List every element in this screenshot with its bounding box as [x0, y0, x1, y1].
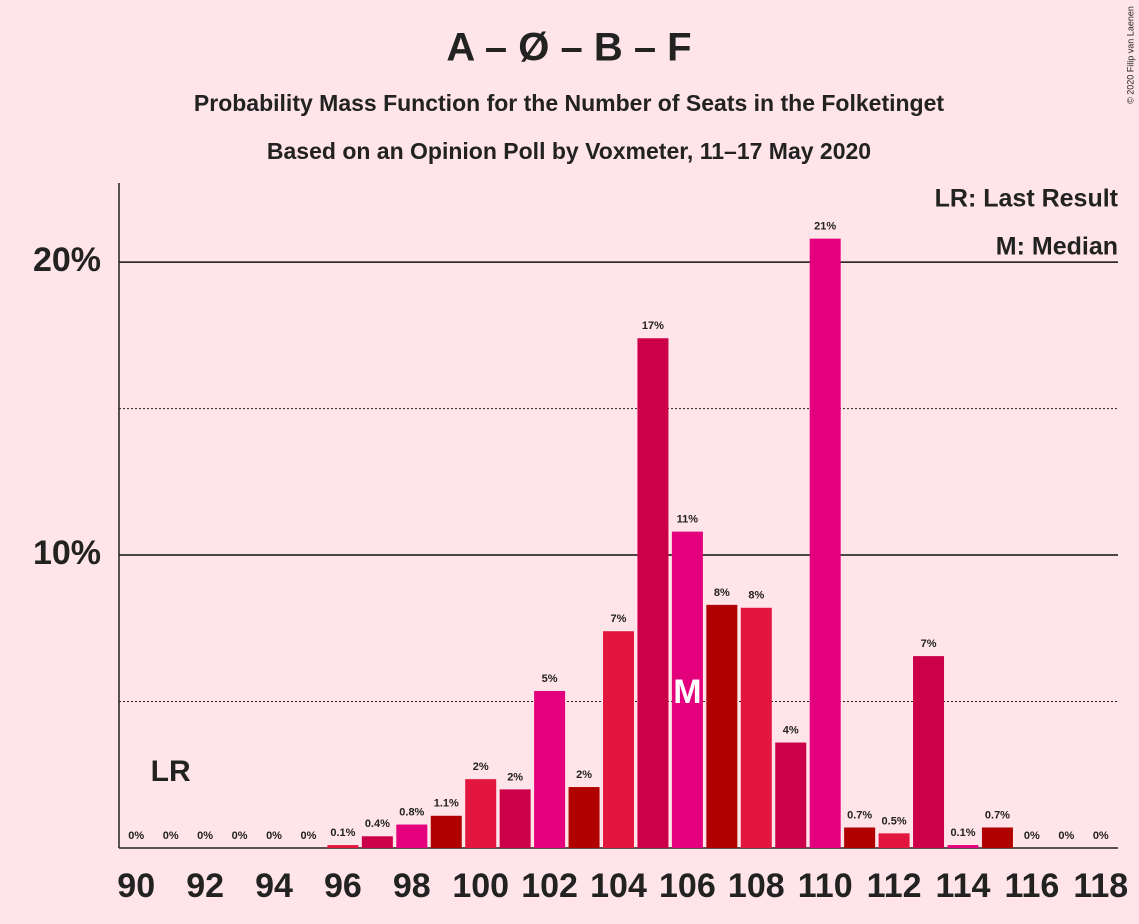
bar: [947, 845, 979, 848]
data-label: 8%: [748, 590, 764, 602]
data-label: 0%: [266, 830, 282, 842]
bar: [878, 833, 910, 848]
data-label: 0%: [301, 830, 317, 842]
data-label: 0%: [197, 830, 213, 842]
bar: [499, 789, 531, 848]
x-tick-label: 96: [324, 867, 362, 905]
bar: [671, 531, 703, 848]
data-label: 0.7%: [985, 809, 1010, 821]
data-label: 17%: [642, 320, 664, 332]
data-label: 1.1%: [434, 798, 459, 810]
x-tick-label: 94: [255, 867, 293, 905]
bar: [361, 836, 393, 848]
chart-subtitle: Based on an Opinion Poll by Voxmeter, 11…: [267, 138, 871, 164]
data-label: 2%: [576, 769, 592, 781]
last-result-marker: LR: [151, 755, 191, 788]
data-label: 5%: [542, 673, 558, 685]
bar: [602, 631, 635, 848]
bar: [327, 845, 359, 848]
y-tick-label: 10%: [33, 534, 101, 572]
bar: [775, 742, 807, 848]
data-label: 7%: [611, 613, 627, 625]
bar: [396, 824, 428, 848]
copyright: © 2020 Filip van Laenen: [1125, 6, 1135, 104]
x-tick-label: 108: [728, 867, 785, 905]
y-tick-label: 20%: [33, 241, 101, 279]
data-label: 0.1%: [330, 827, 355, 839]
x-tick-label: 118: [1073, 867, 1128, 905]
bar: [706, 604, 738, 848]
bar: [534, 690, 566, 848]
median-marker: M: [673, 673, 701, 711]
bar: [465, 779, 497, 848]
data-label: 2%: [473, 761, 489, 773]
bar: [430, 815, 462, 848]
chart-title: A – Ø – B – F: [446, 26, 691, 70]
bar: [844, 827, 876, 848]
bar: [981, 827, 1013, 848]
chart-subtitle: Probability Mass Function for the Number…: [194, 90, 944, 116]
data-label: 0.7%: [847, 809, 872, 821]
x-tick-label: 102: [521, 867, 578, 905]
x-tick-label: 116: [1004, 867, 1059, 905]
bar: [913, 656, 945, 848]
data-label: 11%: [677, 514, 699, 526]
bar: [568, 787, 600, 848]
data-label: 4%: [783, 724, 799, 736]
data-label: 0%: [1024, 830, 1040, 842]
x-tick-label: 90: [117, 867, 155, 905]
data-label: 0%: [1058, 830, 1074, 842]
legend-entry: LR: Last Result: [935, 185, 1119, 213]
bar: [740, 607, 772, 848]
x-tick-label: 114: [936, 867, 991, 905]
x-tick-label: 104: [590, 867, 647, 905]
x-tick-label: 98: [393, 867, 431, 905]
data-label: 0%: [163, 830, 179, 842]
data-label: 8%: [714, 587, 730, 599]
x-tick-label: 100: [452, 867, 509, 905]
x-tick-label: 106: [659, 867, 716, 905]
bar: [809, 238, 841, 849]
bar: [637, 338, 669, 848]
data-label: 0.5%: [882, 815, 907, 827]
data-label: 2%: [507, 771, 523, 783]
x-tick-label: 92: [186, 867, 224, 905]
data-label: 0.8%: [399, 806, 424, 818]
data-label: 7%: [921, 638, 937, 650]
data-label: 0.4%: [365, 818, 390, 830]
legend-entry: M: Median: [996, 233, 1118, 261]
x-tick-label: 110: [798, 867, 853, 905]
data-label: 21%: [814, 221, 836, 233]
data-label: 0%: [1093, 830, 1109, 842]
data-label: 0%: [128, 830, 144, 842]
x-tick-label: 112: [867, 867, 922, 905]
data-label: 0%: [232, 830, 248, 842]
data-label: 0.1%: [950, 827, 975, 839]
